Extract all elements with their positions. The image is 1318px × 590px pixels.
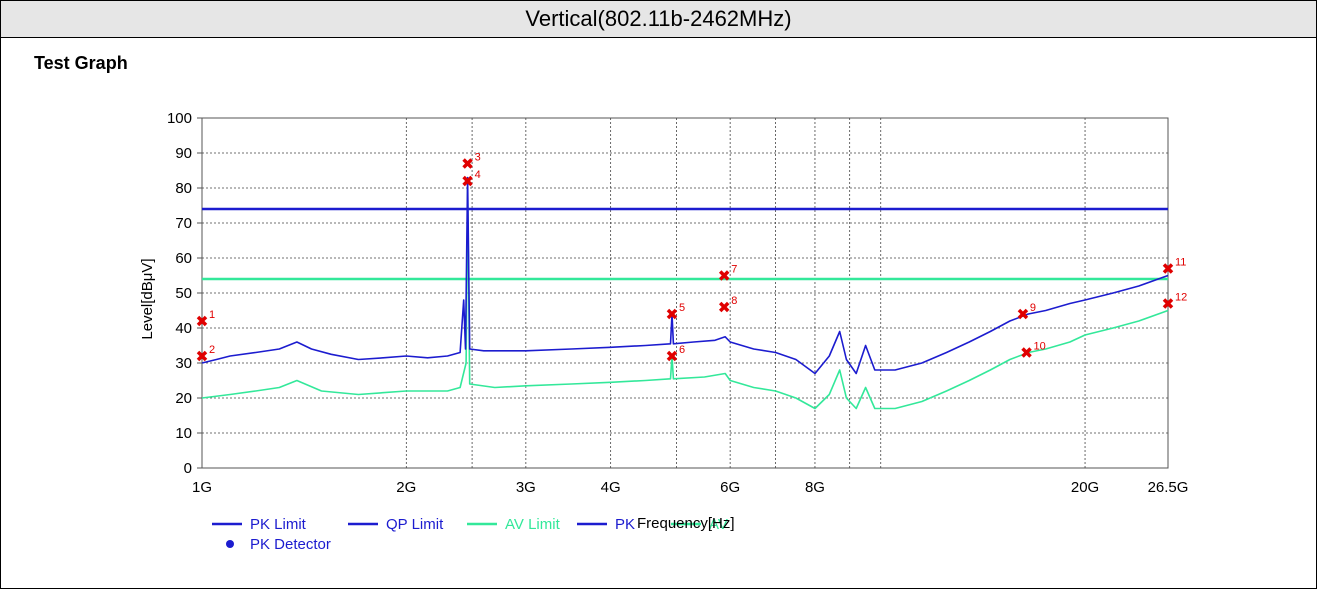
- y-tick-label: 30: [175, 355, 192, 372]
- marker-cross: [1162, 263, 1174, 274]
- x-tick-label: 20G: [1071, 479, 1099, 496]
- y-tick-label: 0: [184, 460, 192, 477]
- legend-dot: [226, 540, 234, 548]
- peak-marker: 7: [718, 264, 737, 281]
- marker-label: 10: [1034, 341, 1046, 353]
- peak-marker: 5: [666, 302, 685, 320]
- marker-label: 7: [731, 264, 737, 276]
- marker-cross: [462, 158, 473, 169]
- x-tick-label: 4G: [601, 479, 621, 496]
- marker-cross: [1021, 347, 1032, 358]
- x-tick-label: 26.5G: [1148, 479, 1189, 496]
- marker-label: 9: [1030, 302, 1036, 314]
- peak-marker: 10: [1021, 341, 1046, 358]
- marker-label: 12: [1175, 292, 1187, 304]
- legend-label: AV Limit: [505, 516, 561, 533]
- peak-marker: 12: [1162, 292, 1187, 309]
- marker-cross: [196, 315, 208, 327]
- marker-cross: [462, 175, 473, 187]
- y-tick-label: 50: [175, 285, 192, 302]
- peak-marker: 4: [462, 169, 481, 187]
- peak-marker: 3: [462, 152, 481, 169]
- marker-label: 8: [731, 295, 737, 307]
- marker-label: 3: [475, 152, 481, 164]
- header-title: Vertical(802.11b-2462MHz): [525, 6, 792, 31]
- marker-cross: [1162, 298, 1174, 309]
- y-tick-label: 60: [175, 250, 192, 267]
- marker-cross: [718, 270, 730, 281]
- marker-cross: [666, 350, 678, 362]
- peak-marker: 1: [196, 309, 215, 327]
- y-tick-label: 70: [175, 215, 192, 232]
- peak-marker: 6: [666, 344, 685, 362]
- marker-label: 5: [679, 302, 685, 314]
- y-axis-label: Level[dBμV]: [139, 258, 156, 339]
- marker-label: 4: [475, 169, 481, 181]
- y-tick-label: 80: [175, 180, 192, 197]
- legend-label: QP Limit: [386, 516, 444, 533]
- marker-label: 1: [209, 309, 215, 321]
- peak-marker: 11: [1162, 257, 1186, 274]
- marker-label: 11: [1175, 257, 1186, 269]
- grid: [201, 117, 1169, 469]
- section-heading: Test Graph: [34, 53, 128, 73]
- legend: PK Limit QP Limit AV Limit PK AV PK Detector: [212, 516, 728, 553]
- peak-marker: 2: [196, 344, 215, 362]
- x-tick-label: 3G: [516, 479, 536, 496]
- peak-marker: 8: [718, 295, 737, 313]
- marker-label: 2: [209, 344, 215, 356]
- peak-marker: 9: [1017, 302, 1036, 320]
- detector-traces: [201, 176, 1169, 410]
- y-tick-label: 100: [167, 110, 192, 127]
- x-tick-labels: 1G 2G 3G 4G 6G 8G 20G 26.5G: [192, 479, 1188, 496]
- pk-detector-trace: [201, 176, 1169, 375]
- marker-cross: [1017, 308, 1029, 320]
- legend-label: PK Detector: [250, 536, 331, 553]
- legend-label: PK: [615, 516, 635, 533]
- marker-cross: [196, 350, 208, 362]
- marker-cross: [718, 301, 730, 313]
- av-detector-trace: [201, 187, 1169, 410]
- y-tick-label: 40: [175, 320, 192, 337]
- marker-cross: [666, 308, 678, 320]
- legend-label: PK Limit: [250, 516, 307, 533]
- x-tick-label: 8G: [805, 479, 825, 496]
- y-tick-label: 10: [175, 425, 192, 442]
- legend-label: AV: [709, 516, 728, 533]
- y-tick-label: 90: [175, 145, 192, 162]
- y-tick-label: 20: [175, 390, 192, 407]
- header-bar: Vertical(802.11b-2462MHz): [1, 1, 1316, 38]
- limit-lines: [202, 207, 1168, 281]
- x-tick-label: 1G: [192, 479, 212, 496]
- x-tick-label: 2G: [396, 479, 416, 496]
- y-tick-labels: 0 10 20 30 40 50 60 70 80 90 100: [167, 110, 202, 477]
- x-axis-label: Frequency[Hz]: [637, 515, 735, 532]
- marker-label: 6: [679, 344, 685, 356]
- x-tick-label: 6G: [720, 479, 740, 496]
